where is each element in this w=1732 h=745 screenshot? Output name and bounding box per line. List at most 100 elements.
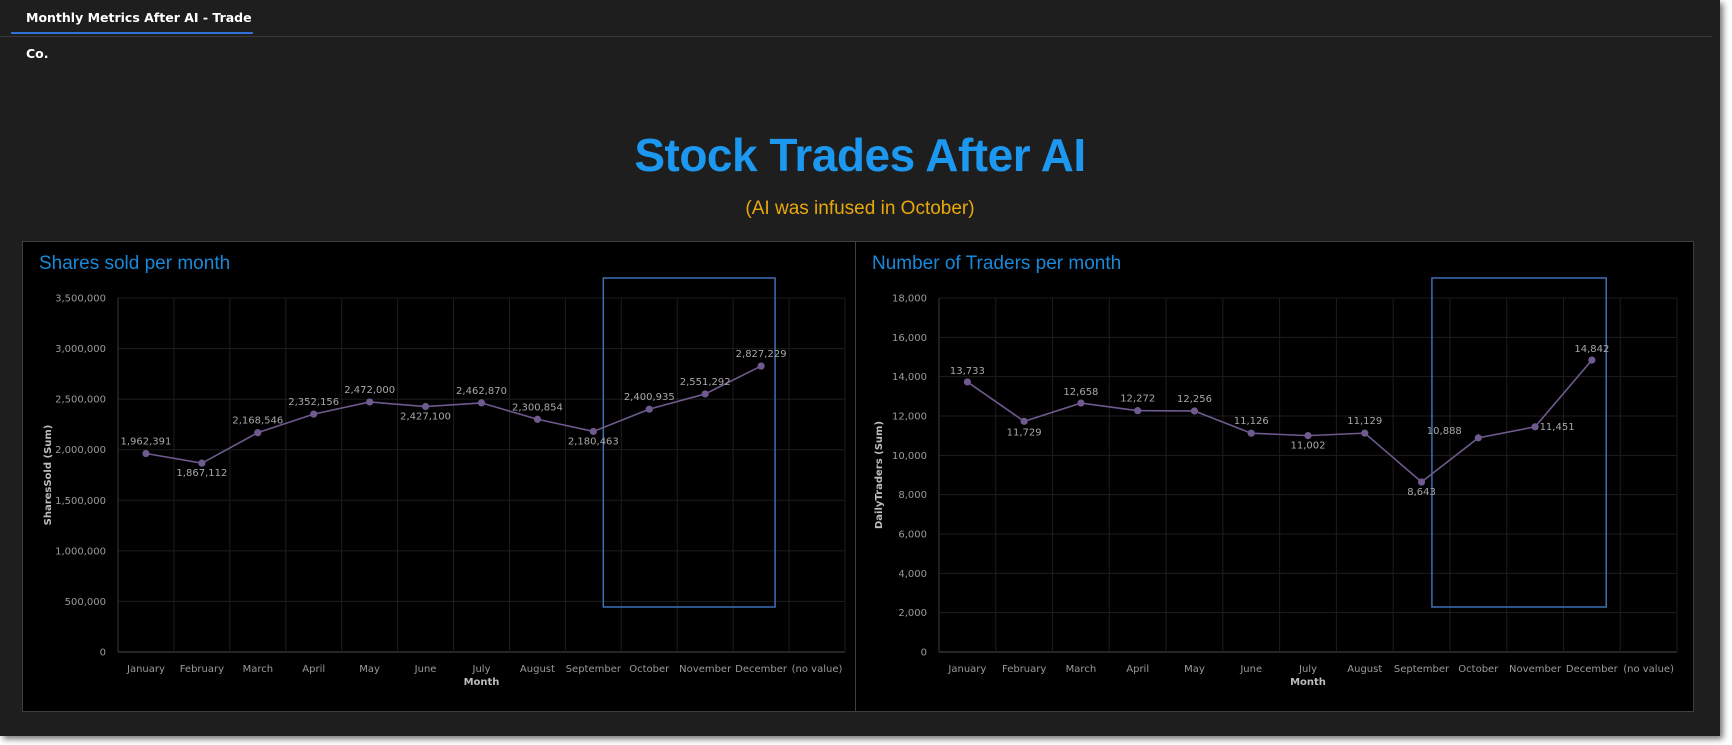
data-label: 2,827,229 bbox=[736, 349, 787, 360]
data-label: 12,256 bbox=[1177, 394, 1212, 405]
x-tick-label: May bbox=[1184, 664, 1205, 675]
x-tick-label: July bbox=[472, 664, 491, 675]
data-label: 2,400,935 bbox=[624, 392, 675, 403]
data-label: 2,352,156 bbox=[288, 397, 339, 408]
x-tick-label: September bbox=[1394, 664, 1450, 675]
y-tick-label: 18,000 bbox=[892, 294, 927, 305]
y-tick-label: 2,500,000 bbox=[55, 395, 106, 406]
data-label: 2,168,546 bbox=[232, 416, 283, 427]
y-tick-label: 1,500,000 bbox=[55, 496, 106, 507]
y-tick-label: 6,000 bbox=[898, 530, 927, 541]
data-label: 10,888 bbox=[1427, 426, 1462, 437]
highlight-box bbox=[602, 277, 776, 608]
data-label: 1,867,112 bbox=[176, 468, 227, 479]
data-point bbox=[1474, 434, 1482, 442]
data-point bbox=[1588, 356, 1596, 364]
tab-monthly-metrics[interactable]: Monthly Metrics After AI - Trade Co. bbox=[11, 0, 253, 61]
data-point bbox=[310, 410, 318, 418]
y-tick-label: 1,000,000 bbox=[55, 546, 106, 557]
x-tick-label: April bbox=[302, 664, 325, 675]
x-axis-title: Month bbox=[464, 677, 500, 688]
x-tick-label: August bbox=[520, 664, 555, 675]
x-tick-label: July bbox=[1298, 664, 1317, 675]
data-label: 13,733 bbox=[950, 366, 985, 377]
traders-chart-panel[interactable]: Number of Traders per month 0 2,000 4,000 6… bbox=[855, 241, 1694, 712]
x-tick-label: March bbox=[243, 664, 273, 675]
y-tick-label: 3,000,000 bbox=[55, 344, 106, 355]
y-tick-label: 0 bbox=[921, 648, 927, 659]
data-label: 2,427,100 bbox=[400, 412, 451, 423]
data-point bbox=[1531, 423, 1539, 431]
shares-sold-chart-title: Shares sold per month bbox=[39, 253, 231, 274]
data-label: 1,962,391 bbox=[121, 437, 172, 448]
tab-bar: Monthly Metrics After AI - Trade Co. bbox=[0, 0, 1712, 61]
highlight-box bbox=[1431, 277, 1607, 608]
x-tick-label: (no value) bbox=[1623, 664, 1674, 675]
x-tick-label: October bbox=[1458, 664, 1499, 675]
x-tick-label: June bbox=[414, 664, 437, 675]
data-label: 11,002 bbox=[1291, 441, 1326, 452]
x-tick-label: November bbox=[679, 664, 732, 675]
data-point bbox=[1134, 407, 1142, 415]
x-tick-label: (no value) bbox=[792, 664, 843, 675]
series-line bbox=[145, 365, 762, 464]
y-tick-label: 10,000 bbox=[892, 451, 927, 462]
data-point bbox=[1077, 399, 1085, 407]
traders-line-chart[interactable]: 0 2,000 4,000 6,000 8,000 10,000 12,000 14,000 1… bbox=[856, 242, 1695, 713]
y-tick-label: 500,000 bbox=[65, 597, 106, 608]
series-line bbox=[966, 359, 1593, 484]
data-point bbox=[366, 398, 374, 406]
x-tick-label: March bbox=[1066, 664, 1096, 675]
data-point bbox=[701, 390, 709, 398]
data-label: 11,129 bbox=[1347, 416, 1382, 427]
data-point bbox=[421, 402, 430, 411]
x-tick-label: January bbox=[126, 664, 165, 675]
x-tick-label: February bbox=[1002, 664, 1046, 675]
x-tick-label: December bbox=[735, 664, 788, 675]
y-tick-label: 8,000 bbox=[898, 490, 927, 501]
y-tick-label: 16,000 bbox=[892, 333, 927, 344]
data-label: 2,472,000 bbox=[344, 385, 395, 396]
data-label: 2,180,463 bbox=[568, 436, 619, 447]
y-tick-label: 12,000 bbox=[892, 412, 927, 423]
data-point bbox=[645, 405, 653, 413]
y-tick-label: 2,000 bbox=[898, 608, 927, 619]
x-tick-label: September bbox=[566, 664, 622, 675]
x-tick-label: May bbox=[359, 664, 380, 675]
x-tick-label: April bbox=[1126, 664, 1149, 675]
data-point bbox=[198, 459, 206, 467]
data-point bbox=[1020, 417, 1028, 425]
data-point bbox=[142, 449, 150, 458]
traders-chart-title: Number of Traders per month bbox=[872, 253, 1122, 274]
y-tick-label: 4,000 bbox=[898, 569, 927, 580]
data-label: 14,842 bbox=[1574, 344, 1609, 355]
data-point bbox=[477, 399, 486, 407]
data-point bbox=[1417, 478, 1426, 486]
data-point bbox=[589, 427, 597, 436]
data-label: 12,658 bbox=[1063, 387, 1098, 398]
y-axis-title: SharesSold (Sum) bbox=[43, 425, 54, 526]
y-tick-label: 3,500,000 bbox=[55, 294, 106, 305]
y-tick-label: 0 bbox=[100, 648, 106, 659]
x-axis-title: Month bbox=[1290, 677, 1326, 688]
shares-sold-line-chart[interactable]: 0 500,000 1,000,000 1,500,000 2,000,000 2,500… bbox=[23, 242, 857, 713]
x-tick-label: November bbox=[1509, 664, 1562, 675]
y-tick-label: 14,000 bbox=[892, 372, 927, 383]
page-subtitle: (AI was infused in October) bbox=[745, 198, 975, 219]
y-axis-title: DailyTraders (Sum) bbox=[874, 421, 885, 529]
data-point bbox=[1304, 432, 1312, 440]
data-point bbox=[254, 429, 262, 437]
x-tick-label: October bbox=[629, 664, 670, 675]
x-tick-label: December bbox=[1566, 664, 1619, 675]
shares-sold-chart-panel[interactable]: Shares sold per month 0 500,000 1,000,000 1… bbox=[22, 241, 856, 712]
data-label: 2,462,870 bbox=[456, 386, 507, 397]
y-tick-label: 2,000,000 bbox=[55, 445, 106, 456]
x-tick-label: January bbox=[947, 664, 986, 675]
data-label: 2,300,854 bbox=[512, 402, 563, 413]
data-label: 12,272 bbox=[1120, 394, 1155, 405]
data-point bbox=[963, 378, 971, 386]
x-tick-label: August bbox=[1347, 664, 1382, 675]
data-label: 8,643 bbox=[1407, 487, 1436, 498]
x-tick-label: June bbox=[1239, 664, 1262, 675]
